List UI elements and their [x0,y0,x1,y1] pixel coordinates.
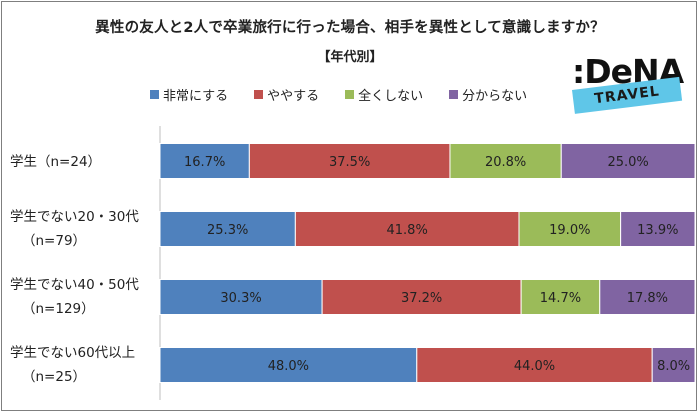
chart-legend: 非常にする ややする 全くしない 分からない [150,84,553,104]
legend-item-1: ややする [254,85,319,104]
bar-0-2 [449,143,562,179]
bar-1-3 [620,211,696,247]
data-label-2-1: 37.2% [401,291,442,306]
category-label-3-line-1: （n=25） [22,369,86,385]
data-label-0-3: 25.0% [607,155,648,170]
category-label-1-line-1: （n=79） [22,233,86,249]
chart-title: 異性の友人と2人で卒業旅行に行った場合、相手を異性として意識しますか？ [95,20,605,36]
legend-label-1: ややする [267,88,320,104]
category-label-3: 学生でない60代以上 （n=25） [10,345,135,385]
bar-2-1 [321,279,522,315]
chart-subtitle: 【年代別】 [317,50,383,65]
bar-2-3 [599,279,696,315]
data-label-3-1: 44.0% [514,359,555,374]
dena-travel-logo: :DeNA TRAVEL [560,52,688,130]
bar-3-3 [651,347,696,383]
bar-2-2 [520,279,601,315]
data-label-0-1: 37.5% [329,155,370,170]
legend-swatch-2 [345,89,355,99]
bar-1-0 [159,211,296,247]
legend-label-3: 分からない [462,88,528,104]
data-label-0-2: 20.8% [485,155,526,170]
category-label-0: 学生（n=24） [10,154,101,170]
category-label-3-line-0: 学生でない60代以上 [10,345,135,361]
legend-label-2: 全くしない [358,88,424,104]
legend-item-3: 分からない [449,85,527,104]
data-label-3-3: 8.0% [657,359,690,374]
category-label-1: 学生でない20・30代 （n=79） [10,209,139,249]
bar-2-0 [159,279,323,315]
category-label-2-line-1: （n=129） [22,301,95,317]
category-label-2: 学生でない40・50代 （n=129） [10,277,139,317]
legend-item-2: 全くしない [345,85,423,104]
legend-swatch-3 [449,89,459,99]
data-label-3-0: 48.0% [268,359,309,374]
data-label-0-0: 16.7% [184,155,225,170]
data-label-2-2: 14.7% [540,291,581,306]
legend-swatch-0 [150,89,159,99]
data-label-1-3: 13.9% [637,223,678,238]
legend-item-0: 非常にする [150,85,228,104]
category-label-2-line-0: 学生でない40・50代 [10,277,139,293]
data-label-2-3: 17.8% [627,291,668,306]
data-label-2-0: 30.3% [220,291,261,306]
bar-0-1 [248,143,451,179]
data-label-1-1: 41.8% [387,223,428,238]
category-label-1-line-0: 学生でない20・30代 [10,209,139,225]
legend-swatch-1 [254,89,264,99]
bar-3-0 [159,347,418,383]
legend-label-0: 非常にする [163,88,229,104]
bar-3-1 [416,347,653,383]
bar-1-2 [518,211,622,247]
data-label-1-2: 19.0% [549,223,590,238]
bar-0-3 [560,143,696,179]
data-label-1-0: 25.3% [207,223,248,238]
